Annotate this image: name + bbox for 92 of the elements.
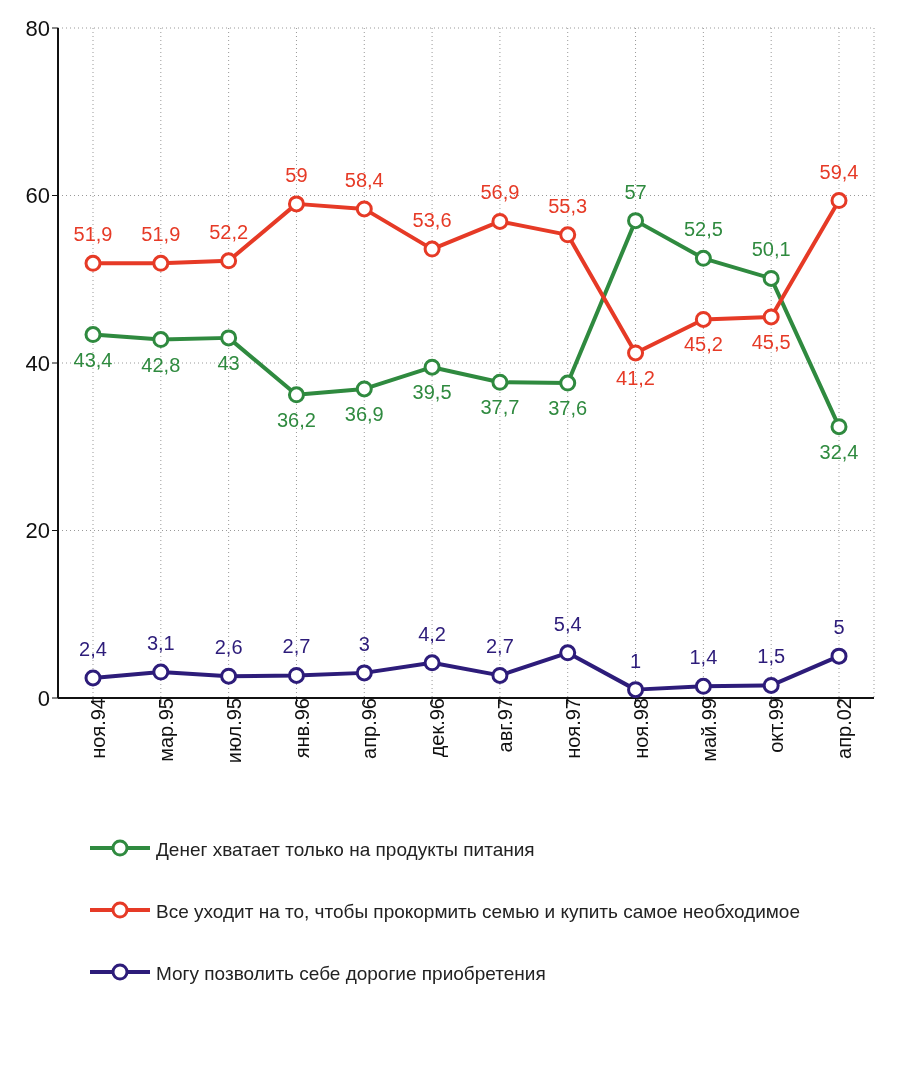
y-tick-label: 20 [25,518,50,544]
y-tick-label: 0 [37,685,50,711]
data-label: 5,4 [553,612,582,635]
data-label: 57 [624,180,647,203]
data-label: 52,2 [209,220,249,243]
point [762,676,780,694]
point [287,666,305,684]
point [220,667,238,685]
data-label: 2,6 [214,636,243,659]
point [287,386,305,404]
point [84,254,102,272]
data-label: 2,7 [486,635,514,658]
legend-label: Все уходит на то, чтобы прокормить семью и купить самое необходимое [156,900,801,924]
point [491,666,509,684]
point [559,644,577,662]
x-tick-label: ноя.98 [629,698,652,759]
point [627,681,645,698]
point [84,669,102,687]
data-label: 43,4 [73,348,113,371]
point [423,358,441,376]
data-label: 52,5 [683,218,723,241]
data-label: 5 [833,616,845,639]
data-label: 59 [285,163,308,186]
point [220,329,238,347]
point [220,252,238,270]
point [491,373,509,391]
data-label: 50,1 [751,238,791,261]
x-tick-label: ноя.97 [561,698,584,759]
y-tick-label: 40 [25,350,50,376]
legend-label: Могу позволить себе дорогие приобретения [156,962,546,986]
data-label: 1,5 [757,645,786,668]
point [355,380,373,398]
point [627,212,645,230]
data-label: 1 [629,649,642,672]
data-label: 39,5 [412,381,452,404]
point [423,654,441,672]
data-label: 32,4 [819,440,859,463]
data-label: 42,8 [141,353,181,376]
y-tick-label: 80 [25,15,50,41]
point [355,664,373,682]
x-tick-label: июл.95 [222,698,245,764]
data-label: 2,7 [282,635,311,658]
point [423,240,441,258]
point [84,326,102,344]
y-tick-label: 60 [25,183,50,209]
point [491,212,509,230]
data-label: 1,4 [689,646,718,669]
data-label: 43 [217,351,240,374]
x-tick-label: май.99 [697,698,720,762]
point [762,308,780,326]
data-label: 58,4 [344,168,384,191]
data-label: 3 [358,632,370,655]
x-tick-label: ноя.94 [87,698,110,759]
point [830,192,848,210]
point [830,647,848,665]
point [355,200,373,218]
data-label: 45,5 [751,330,791,353]
data-label: 51,9 [73,223,113,246]
x-tick-label: мар.95 [155,698,178,762]
point [559,226,577,244]
data-label: 2,4 [79,637,107,660]
point [559,374,577,392]
x-tick-label: апр.02 [833,698,856,759]
data-label: 37,7 [480,396,520,419]
x-tick-label: апр.96 [358,698,381,759]
point [152,663,170,681]
data-label: 3,1 [146,632,175,655]
data-label: 53,6 [412,209,452,232]
point [694,249,712,267]
data-label: 36,9 [344,402,384,425]
data-label: 36,2 [276,408,316,431]
point [830,418,848,436]
x-tick-label: янв.96 [290,698,313,759]
data-label: 51,9 [141,223,181,246]
point [152,254,170,272]
x-tick-label: дек.96 [426,698,449,758]
data-label: 4,2 [418,622,446,645]
data-label: 55,3 [548,194,588,217]
point [694,677,712,695]
data-label: 37,6 [548,397,588,420]
x-tick-label: авг.97 [494,698,517,753]
point [627,344,645,362]
point [694,310,712,328]
data-label: 59,4 [819,160,859,183]
point [762,269,780,287]
point [287,195,305,213]
data-label: 45,2 [683,333,723,356]
point [152,331,170,349]
data-label: 56,9 [480,181,520,204]
data-label: 41,2 [616,366,656,389]
x-tick-label: окт.99 [765,698,788,753]
legend-label: Денег хватает только на продукты питания [156,838,535,862]
